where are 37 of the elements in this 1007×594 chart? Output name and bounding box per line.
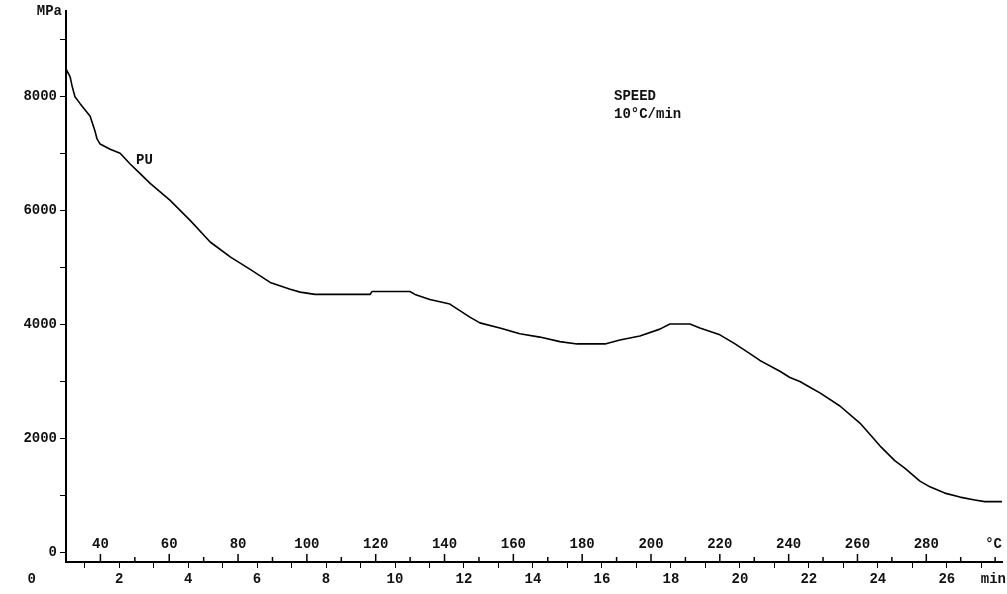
x-tick-label: 22	[800, 570, 818, 587]
x-tick-label: 16	[593, 570, 611, 587]
x-tick-label: 14	[524, 570, 542, 587]
annotation: SPEED	[614, 87, 657, 104]
y-axis-title: MPa	[36, 2, 63, 19]
annotation: PU	[136, 151, 153, 168]
y-tick-label: 0	[48, 543, 57, 560]
x2-tick-label: 200	[638, 536, 664, 552]
x-tick-label: 26	[938, 570, 956, 587]
x2-tick-label: 40	[92, 536, 109, 552]
x2-tick-label: 180	[569, 536, 595, 552]
annotation: 10°C/min	[614, 105, 682, 122]
x-tick-label: 24	[869, 570, 887, 587]
x2-tick-label: 80	[229, 536, 247, 552]
x2-tick-label: 100	[294, 536, 320, 552]
x-tick-label: 2	[114, 570, 124, 587]
x2-tick-label: 280	[913, 536, 939, 552]
x2-tick-label: 60	[160, 536, 178, 552]
x-tick-label: 20	[731, 570, 749, 587]
y-tick-label: 8000	[23, 88, 57, 105]
x-tick-label: 6	[252, 570, 262, 587]
y-tick-label: 6000	[23, 202, 57, 219]
x2-axis-title: °C	[985, 536, 1003, 552]
x-tick-label: 12	[455, 570, 473, 587]
y-tick-label: 4000	[23, 316, 57, 333]
x-axis-title: min	[980, 570, 1006, 587]
y-tick-label: 2000	[23, 429, 57, 446]
x-tick-label: 18	[662, 570, 680, 587]
x2-tick-label: 260	[844, 536, 871, 552]
x2-tick-label: 140	[431, 536, 458, 552]
x2-tick-label: 240	[776, 536, 802, 552]
x2-tick-label: 120	[363, 536, 389, 552]
x-tick-label: 10	[386, 570, 404, 587]
x-tick-label: 8	[321, 570, 331, 587]
x2-tick-label: 160	[500, 536, 526, 552]
x-tick-label: 4	[183, 570, 193, 587]
x2-tick-label: 220	[707, 536, 733, 552]
